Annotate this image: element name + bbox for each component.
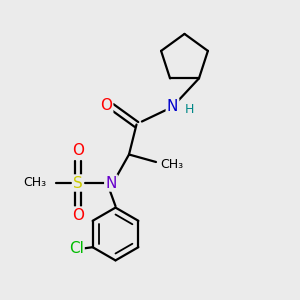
Text: CH₃: CH₃: [23, 176, 46, 190]
Text: N: N: [167, 99, 178, 114]
Text: O: O: [72, 143, 84, 158]
Text: O: O: [100, 98, 112, 112]
Text: CH₃: CH₃: [160, 158, 183, 172]
Text: N: N: [105, 176, 117, 190]
Text: O: O: [72, 208, 84, 223]
Text: H: H: [184, 103, 194, 116]
Text: S: S: [73, 176, 83, 190]
Text: Cl: Cl: [69, 241, 84, 256]
